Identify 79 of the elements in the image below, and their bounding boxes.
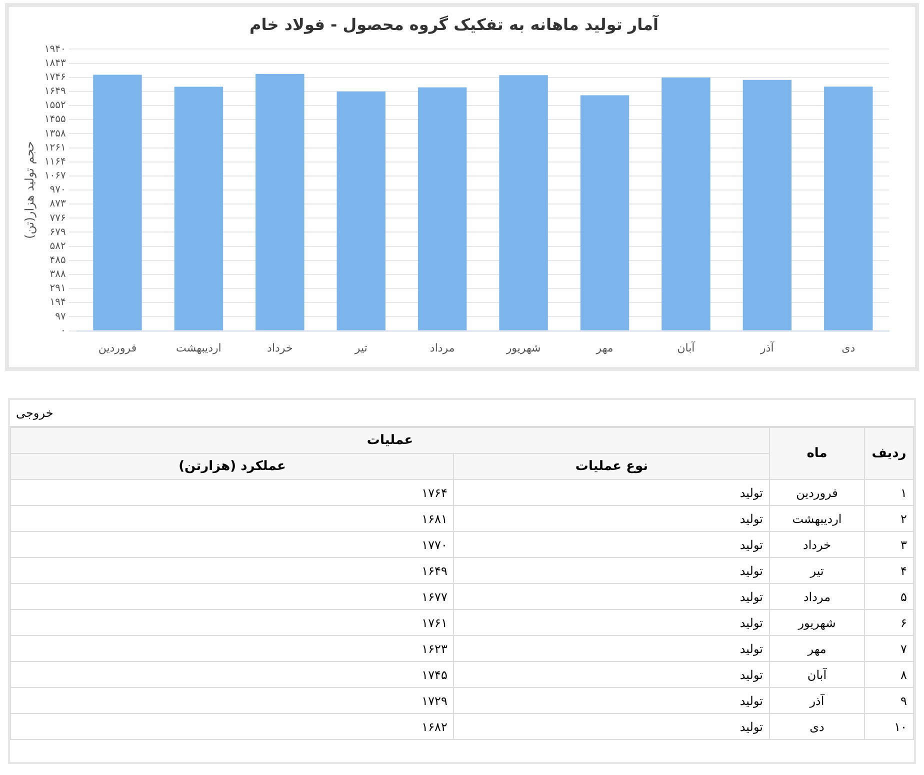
text: ۱ — [864, 480, 914, 506]
y-tick-label: ۱۰۶۷ — [44, 170, 67, 182]
text: تولید — [740, 538, 763, 552]
y-tick-label: ۹۷۰ — [50, 184, 66, 196]
text: ۱۶۲۳ — [10, 636, 454, 662]
text: ۱۰ — [864, 714, 914, 740]
text: ۴ — [864, 558, 914, 584]
category-label: خرداد — [802, 538, 832, 552]
text: ۱۶۸۱ — [10, 506, 454, 532]
y-tick-label: ۱۵۵۲ — [44, 100, 66, 112]
y-tick-label: ۸۷۳ — [50, 198, 66, 210]
text: ۵ — [864, 584, 914, 610]
text: تولید — [740, 590, 763, 604]
y-tick-label: ۱۴۵۵ — [44, 114, 66, 126]
y-tick-label: ۵۸۲ — [50, 240, 66, 252]
x-tick-label: تیر — [354, 341, 368, 354]
y-tick-label: ۹۷ — [55, 311, 67, 322]
text: ۲ — [864, 506, 914, 532]
text: عملیات — [10, 428, 770, 454]
y-tick-label: ۱۷۴۶ — [44, 72, 66, 83]
text: تولید — [454, 480, 770, 506]
y-tick-label: ۲۹۱ — [50, 283, 66, 294]
text: تولید — [740, 642, 763, 656]
text: ۹ — [864, 688, 914, 714]
text: ۱۷۶۱ — [10, 610, 454, 636]
text: ردیف — [864, 428, 914, 480]
y-tick-label: ۱۹۴ — [50, 297, 66, 308]
category-label: اردیبهشت — [792, 512, 842, 526]
text: تولید — [740, 512, 763, 526]
category-label: شهریور — [798, 616, 836, 630]
category-label: آذر — [810, 694, 824, 708]
text: خروجی — [16, 406, 54, 420]
x-tick-label: مهر — [595, 341, 614, 354]
x-tick-label: آبان — [677, 340, 696, 354]
x-tick-label: دی — [842, 341, 856, 354]
text: ۱۶۸۲ — [10, 714, 454, 740]
category-label: تیر — [810, 564, 824, 578]
text: ۱۷۲۹ — [10, 688, 454, 714]
text: تولید — [740, 720, 763, 734]
text: ۱۷۴۵ — [10, 662, 454, 688]
x-tick-label: شهریور — [505, 341, 541, 354]
category-label: مرداد — [803, 590, 831, 604]
text: ۱۷۷۰ — [10, 532, 454, 558]
y-tick-label: ۱۱۶۴ — [44, 156, 66, 168]
category-label: آبان — [807, 668, 827, 682]
text: تولید — [740, 694, 763, 708]
text: تولید — [740, 616, 763, 630]
x-tick-label: اردیبهشت — [176, 341, 222, 354]
text: ۸ — [864, 662, 914, 688]
text: ماه — [770, 428, 864, 480]
x-tick-label: خرداد — [267, 341, 293, 354]
chart-title: آمار تولید ماهانه به تفکیک گروه محصول - فولاد خام — [249, 14, 660, 34]
text: ۶ — [864, 610, 914, 636]
x-tick-label: آذر — [760, 340, 775, 354]
category-label: مهر — [808, 642, 826, 656]
text: ۱۷۶۴ — [10, 480, 454, 506]
text: ۷ — [864, 636, 914, 662]
y-tick-label: ۷۷۶ — [50, 212, 66, 224]
y-axis-title: حجم تولید هزار(تن) — [22, 141, 36, 239]
y-tick-label: ۱۶۴۹ — [44, 86, 66, 98]
y-tick-label: ۳۸۸ — [50, 269, 66, 280]
y-tick-label: ۶۷۹ — [50, 226, 66, 238]
y-tick-label: ۴۸۵ — [50, 254, 66, 266]
text: تولید — [740, 668, 763, 682]
text: ۱۶۷۷ — [10, 584, 454, 610]
text: ۱۶۴۹ — [10, 558, 454, 584]
category-label: فروردین — [796, 486, 838, 500]
y-tick-label: ۱۲۶۱ — [44, 142, 66, 154]
y-tick-label: ۰ — [60, 325, 66, 336]
x-tick-label: فروردین — [98, 341, 137, 354]
text: ۳ — [864, 532, 914, 558]
y-tick-label: ۱۸۴۳ — [44, 58, 67, 69]
text: عملکرد (هزارتن) — [10, 454, 454, 480]
text: تولید — [740, 564, 763, 578]
y-tick-label: ۱۹۴۰ — [44, 44, 66, 55]
text: نوع عملیات — [454, 454, 770, 480]
x-tick-label: مرداد — [430, 341, 455, 354]
category-label: دی — [810, 720, 824, 734]
y-tick-label: ۱۳۵۸ — [44, 128, 67, 140]
